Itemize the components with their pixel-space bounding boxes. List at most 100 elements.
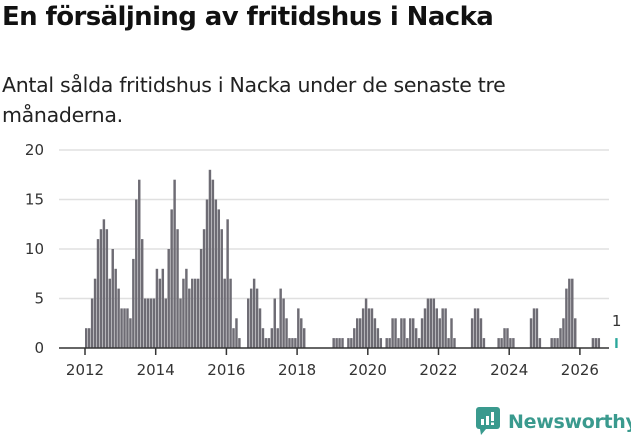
bar [138,179,141,348]
bar [297,308,300,348]
bar [497,338,500,348]
bar [538,338,542,348]
bar [350,338,353,348]
bar [562,318,565,348]
bar [270,328,274,348]
bar [129,318,132,348]
bar [161,268,165,348]
bar [93,278,97,348]
bar [194,278,197,348]
bar [397,338,400,348]
x-tick-label: 2018 [278,361,316,379]
bar [364,298,368,348]
x-axis-ticks: 2012 2014 2016 2018 2020 2022 2024 2026 [66,348,599,379]
bar [470,318,474,348]
bar-latest [615,338,618,348]
bar [96,239,100,348]
bar [291,338,294,348]
bar [258,308,262,348]
bar [238,338,241,348]
bar [444,308,447,348]
bar [185,268,188,348]
bar [476,308,480,348]
bar [441,308,444,348]
bar [179,298,182,348]
y-tick-label: 15 [25,191,44,209]
bar [176,229,179,348]
bar [158,278,162,348]
bar [217,209,221,348]
bar [123,308,126,348]
bar [550,338,553,348]
bars [85,169,618,348]
bar [379,338,383,348]
bar [406,338,409,348]
bar [426,298,430,348]
bar [453,338,456,348]
bar [571,278,574,348]
bar [143,298,147,348]
bar [473,308,477,348]
bar [376,328,380,348]
y-tick-label: 20 [25,141,44,159]
bar [202,229,206,348]
bar [335,338,338,348]
bar [373,318,377,348]
bar [140,239,144,348]
bar [105,229,109,348]
x-tick-label: 2012 [66,361,104,379]
bar [173,179,176,348]
bar [252,278,256,348]
bar [435,308,438,348]
bar [229,278,232,348]
bar [429,298,433,348]
last-value-annotation: 1 [612,312,622,330]
bar [99,229,103,348]
bar [114,268,117,348]
bar [261,328,265,348]
bar [152,298,156,348]
bar [479,318,483,348]
bar [120,308,123,348]
bar [211,179,215,348]
bar [400,318,403,348]
bar [332,338,335,348]
bar [353,328,356,348]
bar [90,298,94,348]
bar [273,298,276,348]
bar [503,328,506,348]
bar [341,338,344,348]
bar [170,209,173,348]
bar [146,298,150,348]
bar [205,199,209,348]
bar [411,318,415,348]
bar [482,338,486,348]
bar [388,338,391,348]
bar [403,318,406,348]
newsworthy-logo: Newsworthy [476,407,631,437]
bar [126,308,129,348]
x-tick-label: 2022 [419,361,457,379]
bar [568,278,571,348]
bar [117,288,120,348]
bar [208,169,212,348]
newsworthy-logo-icon [476,407,500,435]
bar [276,328,279,348]
bar [235,318,238,348]
bar [132,258,135,348]
bar [512,338,515,348]
gridlines [59,149,609,300]
bar [247,298,250,348]
y-tick-label: 10 [25,240,44,258]
bar [164,298,167,348]
bar [370,308,374,348]
bar [249,288,253,348]
bar [214,199,218,348]
bar [288,338,291,348]
bar [226,219,229,348]
bar [232,328,235,348]
bar [356,318,359,348]
bar [358,318,362,348]
bar [111,249,114,348]
bar [87,328,91,348]
